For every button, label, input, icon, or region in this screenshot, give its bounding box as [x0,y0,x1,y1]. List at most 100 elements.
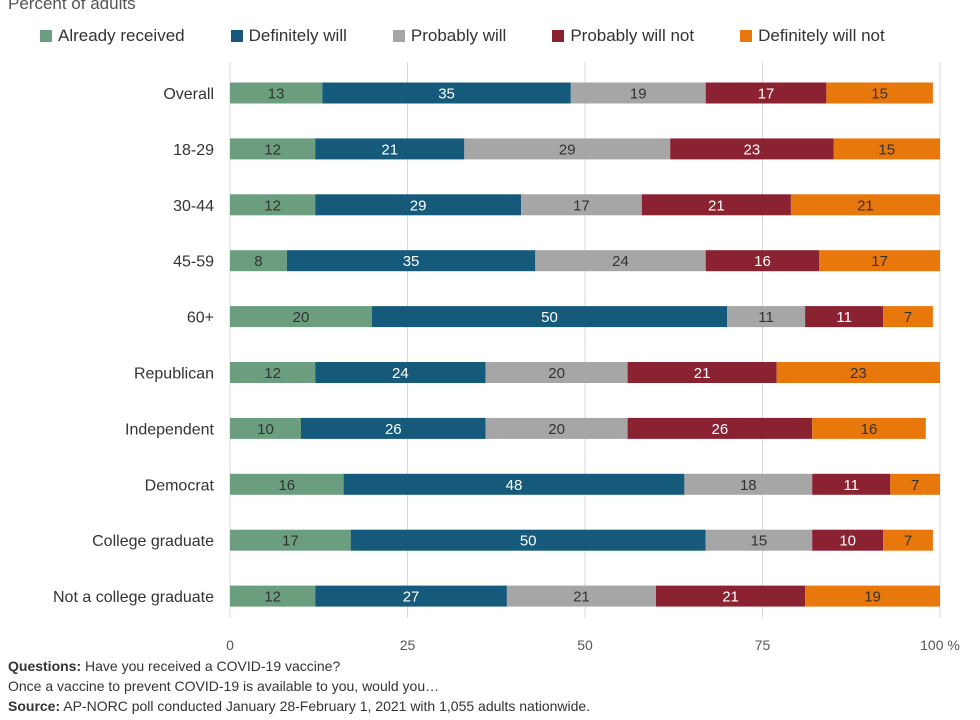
bar-segment [230,82,323,104]
data-label: 21 [708,197,725,214]
bar-segment [230,138,316,160]
data-label: 15 [751,533,768,550]
x-tick-label: 25 [400,637,416,653]
bar-segment [485,417,628,439]
data-label: 23 [850,365,867,382]
chart-subtitle: Percent of adults [8,0,136,13]
legend-swatch [740,30,753,42]
bar-segment [315,138,465,160]
data-label: 21 [722,589,739,606]
data-label: 16 [278,477,295,494]
data-label: 29 [410,197,427,214]
legend-label: Probably will [410,26,507,45]
footer-source: Source: AP-NORC poll conducted January 2… [8,696,590,716]
data-label: 21 [381,141,398,158]
data-label: 17 [758,86,775,103]
legend-label: Definitely will not [758,26,885,45]
data-label: 27 [403,589,420,606]
data-label: 17 [573,197,590,214]
bar-segment [506,585,656,607]
category-label: Democrat [145,477,215,494]
legend-swatch [392,30,405,42]
bar-segment [627,417,813,439]
x-tick-label: 50 [577,637,593,653]
bar-segment [322,82,571,104]
bar-segment [350,529,706,551]
bar-segment [812,473,891,495]
bar-segment [819,250,940,272]
data-label: 29 [559,141,576,158]
category-label: 45-59 [173,254,214,271]
bar-segment [301,417,486,439]
bar-segment [485,362,628,383]
data-label: 11 [836,309,852,326]
bar-segment [883,306,933,328]
data-label: 20 [548,421,565,438]
legend-item-probably-will: Probably will [392,26,507,46]
data-label: 26 [385,421,402,438]
bar-segment [230,306,372,328]
bar-segment [641,194,791,216]
bar-segment [230,250,287,272]
bar-segment [230,529,351,551]
bar-segment [656,585,806,607]
data-label: 8 [254,253,262,270]
bar-segment [521,194,642,216]
data-label: 35 [403,253,420,270]
data-label: 10 [257,421,274,438]
bar-segment [705,529,813,551]
legend-item-probably-will-not: Probably will not [552,26,694,46]
data-label: 23 [744,141,761,158]
bar-segment [826,82,933,104]
bar-segment [684,473,813,495]
bar-segment [705,250,820,272]
data-label: 18 [740,477,757,494]
x-tick-label: 100 % [920,637,960,653]
bar-segment [833,138,940,160]
data-label: 16 [754,253,771,270]
legend-swatch [40,30,52,42]
legend-swatch [552,30,565,42]
data-label: 19 [864,589,881,606]
bar-segment [805,306,884,328]
data-label: 10 [839,533,856,550]
bar-segment [812,529,884,551]
data-label: 17 [871,253,888,270]
legend-label: Definitely will [248,26,347,45]
bar-segment [890,473,940,495]
category-label: 60+ [187,310,214,327]
data-label: 50 [520,533,537,550]
data-label: 21 [694,365,711,382]
footer-source-text: AP-NORC poll conducted January 28-Februa… [63,698,591,714]
legend: Already received Definitely will Probabl… [40,26,885,46]
data-label: 26 [712,421,729,438]
data-label: 7 [911,477,919,494]
bar-segment [315,194,522,216]
data-label: 17 [282,533,299,550]
data-label: 11 [758,309,774,326]
bar-segment [812,417,926,439]
bar-segment [230,362,316,383]
footer-source-label: Source: [8,698,61,714]
legend-swatch [230,30,243,42]
data-label: 12 [264,197,281,214]
bar-segment [230,473,344,495]
bar-segment [790,194,940,216]
footer-questions-label: Questions: [8,658,82,674]
data-label: 21 [573,589,590,606]
bar-segment [883,529,933,551]
bar-segment [805,585,940,607]
data-label: 24 [612,253,629,270]
data-label: 15 [871,86,888,103]
bar-segment [535,250,706,272]
chart-footer: Questions: Have you received a COVID-19 … [8,656,590,716]
legend-item-definitely-will: Definitely will [230,26,347,46]
bar-segment [727,306,806,328]
bar-segment [230,194,316,216]
category-label: 30-44 [173,198,214,215]
bar-segment [315,362,486,383]
x-tick-label: 0 [226,637,234,653]
data-label: 20 [548,365,565,382]
legend-label: Probably will not [570,26,695,45]
data-label: 48 [506,477,523,494]
